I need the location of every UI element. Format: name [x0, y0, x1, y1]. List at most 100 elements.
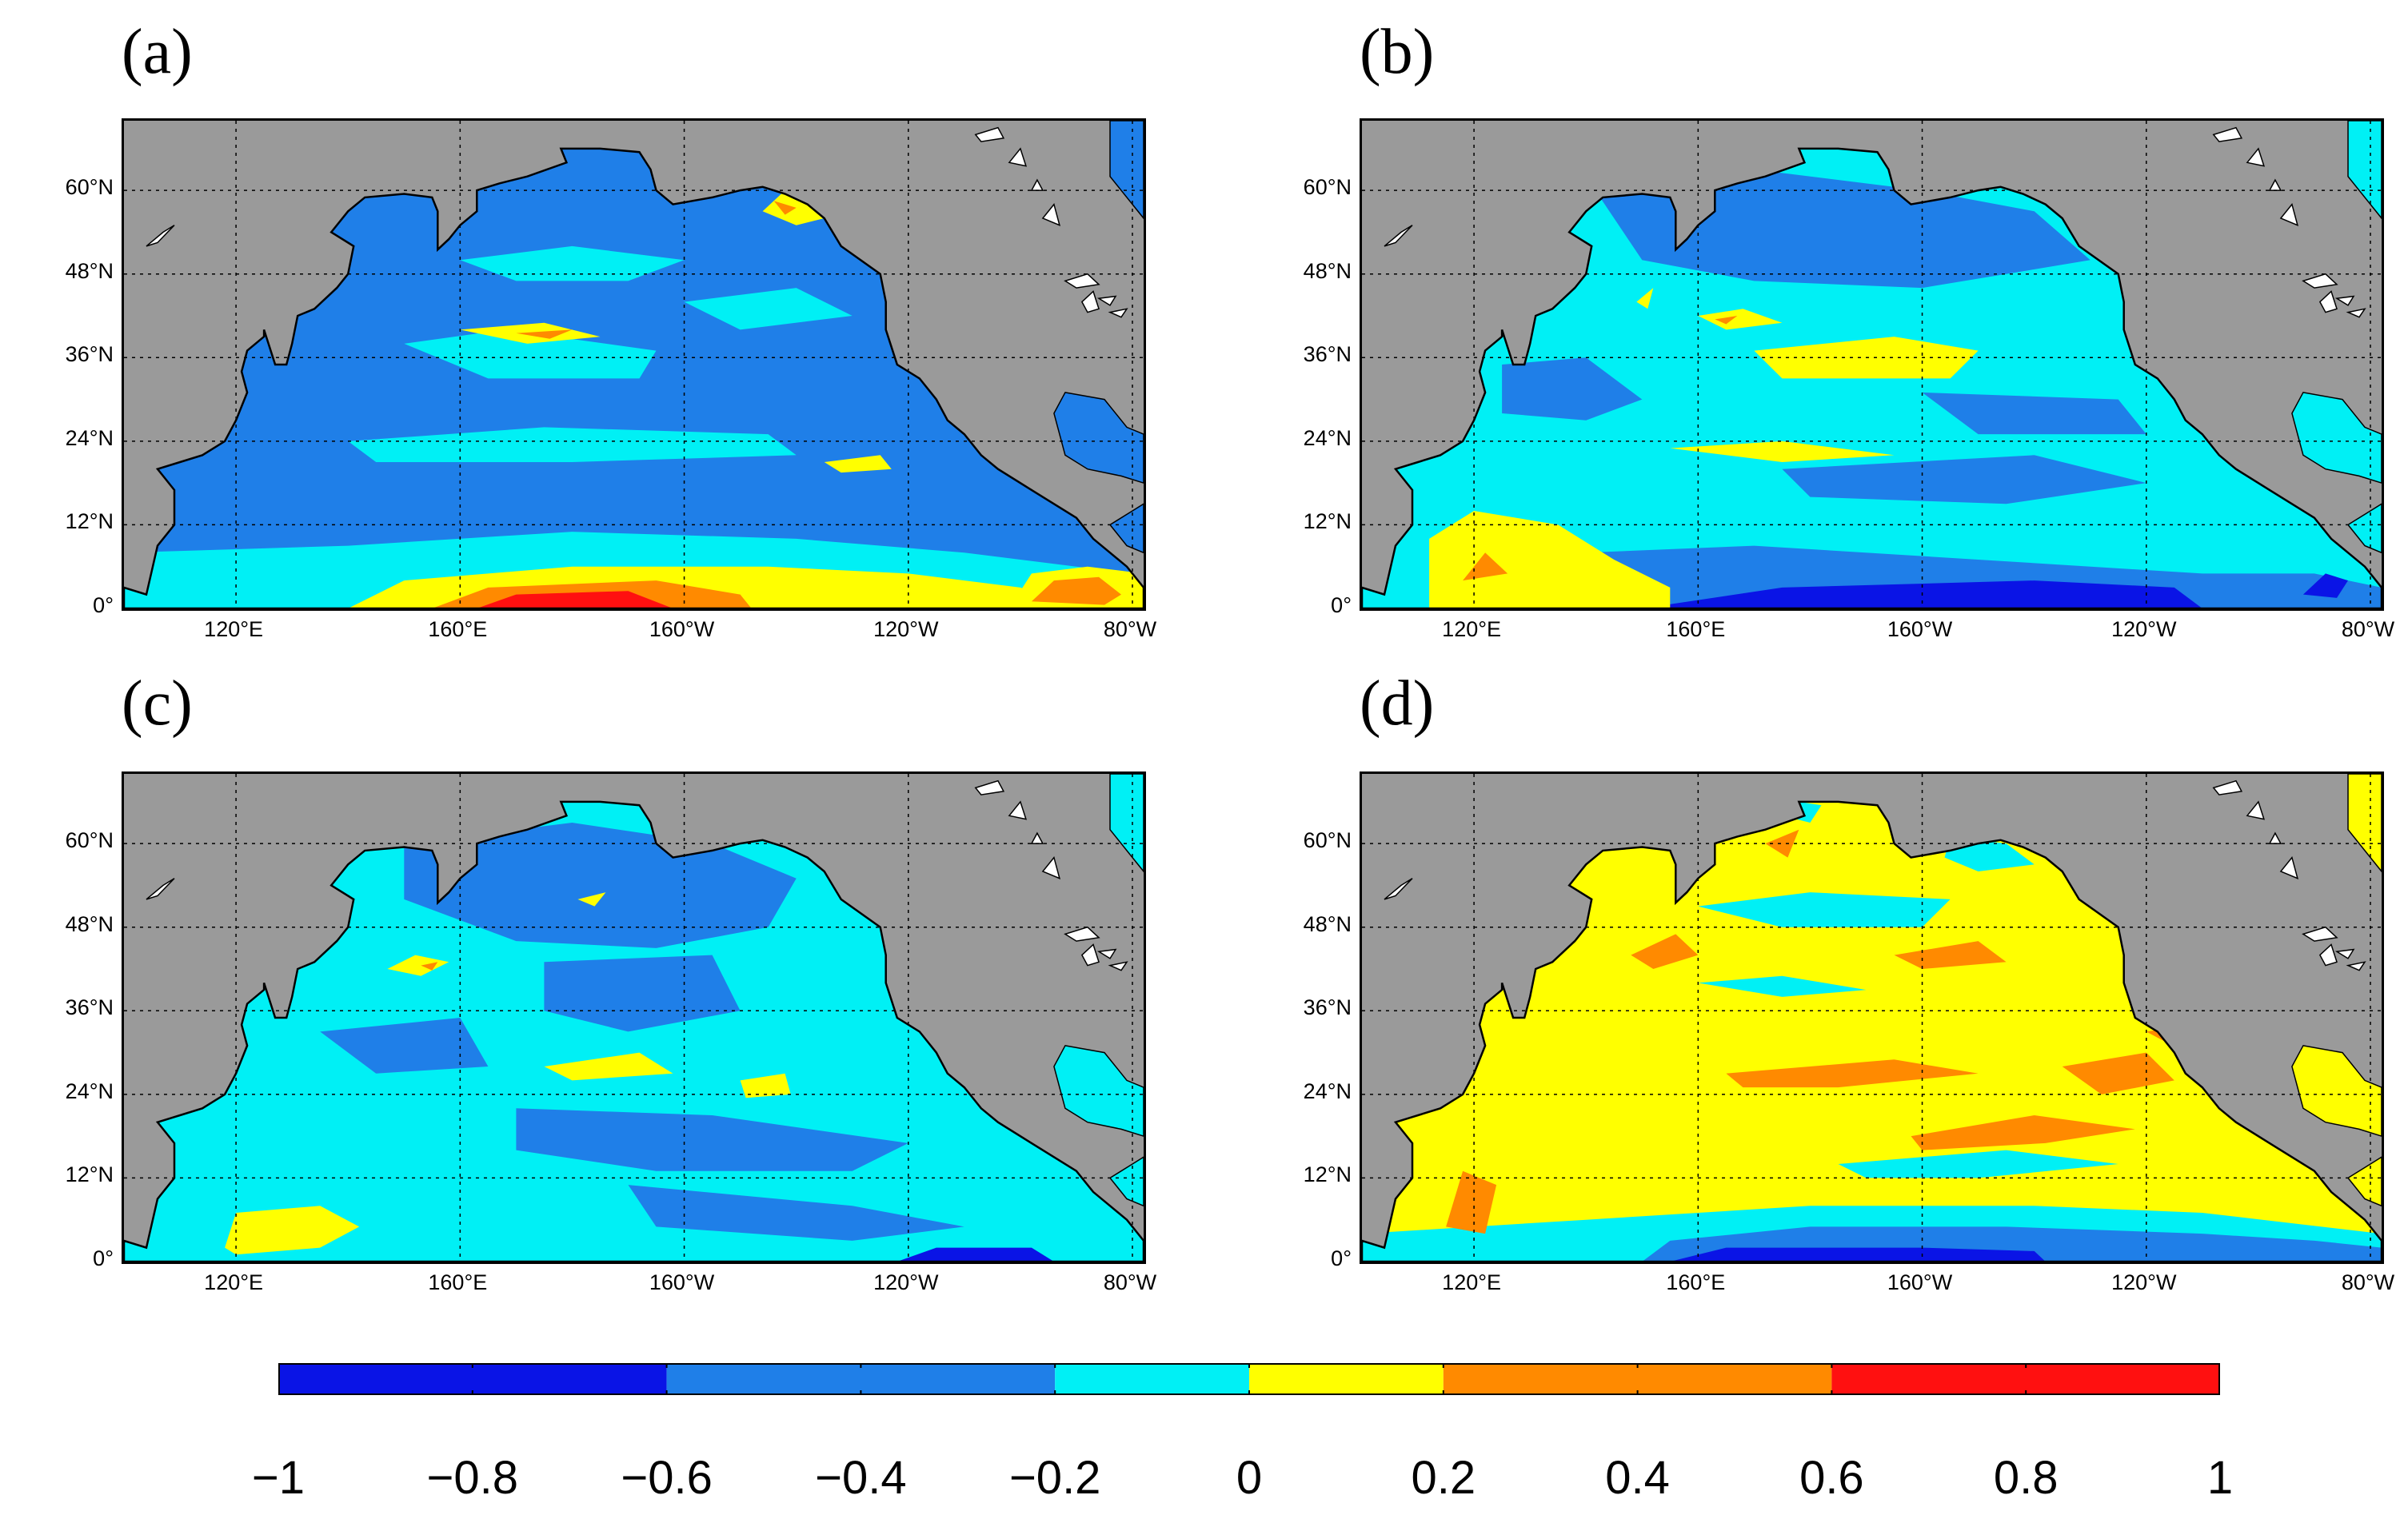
- coastline: [124, 147, 1144, 608]
- anomaly-patch-2: [516, 1108, 908, 1171]
- map-panel-b: [1360, 118, 2384, 611]
- anomaly-patch-10: [516, 329, 573, 339]
- colorbar-bin-2: [1055, 1363, 1249, 1395]
- island-2: [1041, 202, 1061, 226]
- anomaly-patch-6: [544, 1052, 673, 1081]
- lake-3: [1108, 308, 1128, 318]
- baikal-lake: [1384, 225, 1413, 247]
- anomaly-patch-6: [404, 329, 657, 379]
- caribbean-water: [2346, 1156, 2382, 1207]
- anomaly-patch-11: [1698, 309, 1783, 330]
- hudson-water: [1109, 121, 1144, 220]
- anomaly-patch-13: [1636, 288, 1654, 309]
- lon-tick-label: 80°W: [2341, 1270, 2395, 1294]
- lat-tick-label: 48°N: [65, 258, 114, 283]
- lon-tick-label: 160°W: [1887, 1270, 1953, 1294]
- lake-1: [2318, 290, 2338, 313]
- lat-tick-label: 60°N: [1303, 175, 1352, 200]
- lon-tick-label: 160°E: [428, 1270, 488, 1294]
- lon-tick-label: 120°E: [204, 617, 264, 641]
- anomaly-patch-2: [1782, 455, 2146, 504]
- gulf-water: [2291, 1045, 2382, 1137]
- anomaly-patch-10: [1670, 441, 1895, 462]
- island-2: [2279, 202, 2299, 226]
- lat-tick-label: 0°: [1331, 593, 1352, 617]
- lake-2: [1096, 295, 1117, 306]
- lat-tick-label: 12°N: [1303, 509, 1352, 534]
- anomaly-patch-14: [1894, 941, 2007, 969]
- lon-tick-label: 80°W: [1103, 1270, 1157, 1294]
- colorbar-tick-label: 0.2: [1411, 1452, 1476, 1504]
- anomaly-patch-12: [577, 892, 606, 907]
- gulf-water: [1053, 1045, 1144, 1137]
- lat-tick-label: 24°N: [65, 425, 114, 450]
- gridlines: [1362, 121, 2382, 608]
- gridlines: [124, 121, 1144, 608]
- island-0: [974, 779, 1005, 795]
- map-svg-d: [1362, 774, 2382, 1262]
- lat-tick-label: 36°N: [1303, 995, 1352, 1020]
- anomaly-patch-5: [897, 1247, 1054, 1262]
- gulf-water: [2291, 392, 2382, 484]
- lon-tick-label: 120°E: [1442, 617, 1502, 641]
- colorbar-tick-label: 0: [1236, 1452, 1263, 1504]
- lat-tick-label: 0°: [93, 1246, 114, 1270]
- anomaly-patch-12: [1715, 316, 1738, 325]
- lake-3: [2346, 308, 2366, 318]
- land-features: [1384, 774, 2382, 1207]
- lon-tick-label: 120°E: [204, 1270, 264, 1294]
- anomaly-patch-10: [421, 962, 438, 971]
- island-0: [2212, 126, 2243, 142]
- lake-2: [1096, 948, 1117, 959]
- lake-0: [1064, 926, 1100, 942]
- anomaly-patch-1: [1502, 357, 1643, 421]
- lat-tick-label: 12°N: [65, 1162, 114, 1187]
- colorbar-tick-label: −0.6: [621, 1452, 713, 1504]
- map-svg-a: [124, 121, 1144, 608]
- lon-tick-label: 120°E: [1442, 1270, 1502, 1294]
- island-2: [2279, 855, 2299, 879]
- lon-tick-label: 160°E: [1666, 1270, 1726, 1294]
- coastline: [1362, 147, 2382, 608]
- island-2: [1041, 855, 1061, 879]
- colorbar-bin-1: [666, 1363, 1056, 1395]
- anomaly-patch-9: [387, 955, 449, 976]
- lat-tick-label: 12°N: [1303, 1162, 1352, 1187]
- colorbar-tick-label: 1: [2206, 1452, 2234, 1504]
- colorbar-tick-label: 0.8: [1993, 1452, 2059, 1504]
- anomaly-patch-3: [628, 1185, 964, 1241]
- lat-tick-label: 24°N: [1303, 425, 1352, 450]
- lon-tick-label: 80°W: [1103, 617, 1157, 641]
- anomaly-patch-4: [1698, 892, 1951, 927]
- panel-label-b: (b): [1360, 17, 1435, 87]
- lat-tick-label: 48°N: [1303, 911, 1352, 936]
- caribbean-water: [1108, 1156, 1144, 1207]
- lat-tick-label: 36°N: [65, 995, 114, 1020]
- anomaly-patch-11: [1631, 934, 1699, 969]
- lat-tick-label: 36°N: [1303, 342, 1352, 367]
- anomaly-patch-1: [544, 955, 741, 1032]
- anomaly-patch-8: [225, 1206, 360, 1255]
- colorbar-tick-label: −0.4: [815, 1452, 907, 1504]
- anomaly-patch-3: [1922, 392, 2146, 435]
- colorbar-tick-label: −0.2: [1008, 1452, 1101, 1504]
- map-panel-a: [122, 118, 1146, 611]
- island-1: [2246, 147, 2266, 167]
- panel-label-d: (d): [1360, 668, 1435, 739]
- lat-tick-label: 60°N: [65, 828, 114, 853]
- anomaly-patch-8: [460, 245, 685, 281]
- lon-tick-label: 80°W: [2341, 617, 2395, 641]
- hudson-water: [1109, 774, 1144, 873]
- anomaly-patch-3: [1838, 1150, 2118, 1178]
- colorbar-bin-4: [1443, 1363, 1832, 1395]
- lat-tick-label: 12°N: [65, 509, 114, 534]
- baikal-lake: [1384, 878, 1413, 900]
- anomaly-patch-12: [1446, 1170, 1497, 1234]
- lat-tick-label: 48°N: [65, 911, 114, 936]
- lake-1: [2318, 943, 2338, 967]
- lat-tick-label: 24°N: [65, 1078, 114, 1103]
- colorbar-tick-label: 0.4: [1605, 1452, 1670, 1504]
- colorbar-bin-0: [278, 1363, 667, 1395]
- anomaly-patch-7: [348, 427, 797, 462]
- lat-tick-label: 24°N: [1303, 1078, 1352, 1103]
